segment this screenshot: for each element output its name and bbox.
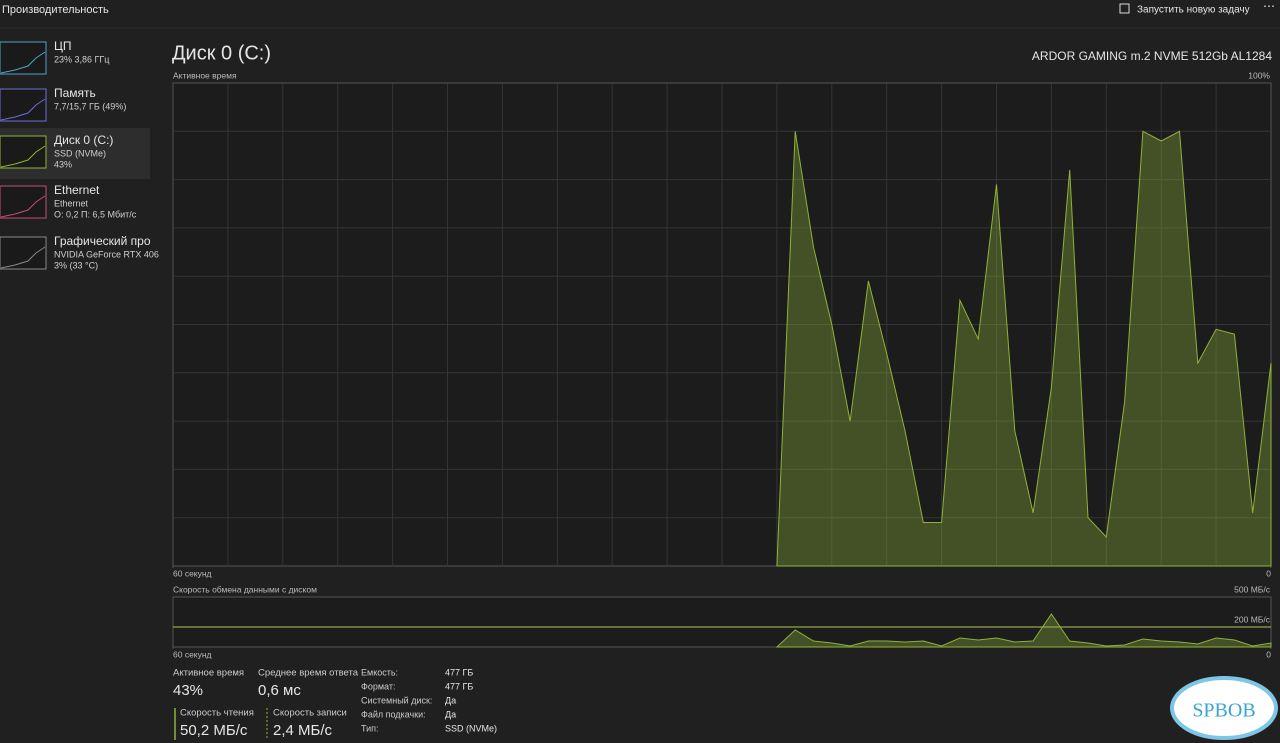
- stat-label: Активное время: [173, 668, 244, 679]
- sidebar-thumbnail: [0, 41, 47, 75]
- sidebar-sparkline: [0, 195, 46, 218]
- sidebar-item-detail: Ethernet: [54, 198, 89, 208]
- sidebar-item-detail: 23% 3,86 ГГц: [54, 54, 109, 64]
- sidebar-item-detail: О: 0,2 П: 6,5 Мбит/с: [54, 209, 137, 219]
- property-value: Да: [445, 695, 456, 705]
- series-area: [775, 613, 1272, 648]
- property-value: SSD (NVMe): [445, 723, 497, 733]
- sidebar-item-detail: NVIDIA GeForce RTX 406: [54, 249, 159, 259]
- sidebar-item-name[interactable]: Ethernet: [54, 183, 100, 197]
- sidebar-item-detail: 7,7/15,7 ГБ (49%): [54, 101, 126, 111]
- watermark: SPBOB: [1170, 676, 1278, 740]
- sidebar-item-detail: SSD (NVMe): [54, 148, 106, 158]
- y-tick-label: 200 МБ/с: [1234, 614, 1271, 624]
- sidebar-item-name[interactable]: Графический про: [54, 234, 151, 248]
- device-model: ARDOR GAMING m.2 NVME 512Gb AL1284: [1032, 49, 1272, 63]
- property-label: Формат:: [361, 681, 395, 691]
- stat-value: 0,6 мс: [258, 682, 301, 699]
- stat-label: Скорость записи: [273, 708, 347, 719]
- panel-title: Диск 0 (C:): [172, 42, 271, 64]
- property-label: Емкость:: [361, 667, 398, 677]
- property-value: 477 ГБ: [445, 681, 473, 691]
- sidebar-item-name[interactable]: ЦП: [54, 39, 72, 53]
- watermark-cloud: [1170, 676, 1278, 740]
- sidebar-item-detail: 3% (33 °C): [54, 260, 98, 270]
- stat-value: 2,4 МБ/с: [273, 722, 333, 739]
- x-tick-label: 60 секунд: [173, 649, 212, 659]
- stat-value: 50,2 МБ/с: [180, 722, 248, 739]
- property-value: Да: [445, 709, 456, 719]
- property-value: 477 ГБ: [445, 667, 473, 677]
- stat-label: Скорость чтения: [180, 708, 254, 719]
- stat-value: 43%: [173, 682, 203, 699]
- sidebar-sparkline: [0, 145, 46, 168]
- series-area: [776, 130, 1272, 567]
- new-task-button[interactable]: Запустить новую задачу: [1137, 5, 1250, 16]
- property-label: Тип:: [361, 723, 379, 733]
- chart-title: Скорость обмена данными с диском: [173, 584, 317, 594]
- sidebar-thumbnail: [0, 236, 47, 270]
- property-label: Системный диск:: [361, 695, 432, 705]
- x-tick-label: 0: [1266, 649, 1271, 659]
- chart-title: Активное время: [173, 70, 237, 80]
- x-tick-label: 60 секунд: [173, 568, 212, 578]
- sidebar-thumbnail: [0, 135, 47, 169]
- sidebar-item-name[interactable]: Диск 0 (C:): [54, 133, 113, 147]
- sidebar-item-name[interactable]: Память: [54, 86, 96, 100]
- sidebar-thumbnail: [0, 185, 47, 219]
- sidebar-thumbnail: [0, 88, 47, 122]
- chart-area: [172, 596, 1272, 648]
- more-button[interactable]: ⋯: [1263, 0, 1275, 13]
- sidebar-item-detail: 43%: [54, 159, 72, 169]
- header-title: Производительность: [2, 4, 109, 16]
- new-task-icon[interactable]: [1119, 3, 1130, 14]
- sidebar-sparkline: [0, 246, 46, 269]
- watermark-text: SPBOB: [1192, 700, 1255, 722]
- stat-label: Среднее время ответа: [258, 668, 359, 679]
- y-tick-label: 500 МБ/с: [1234, 584, 1271, 594]
- x-tick-label: 0: [1266, 568, 1271, 578]
- sidebar-sparkline: [0, 51, 46, 74]
- sidebar-sparkline: [0, 98, 46, 121]
- y-tick-label: 100%: [1248, 70, 1270, 80]
- property-label: Файл подкачки:: [361, 709, 426, 719]
